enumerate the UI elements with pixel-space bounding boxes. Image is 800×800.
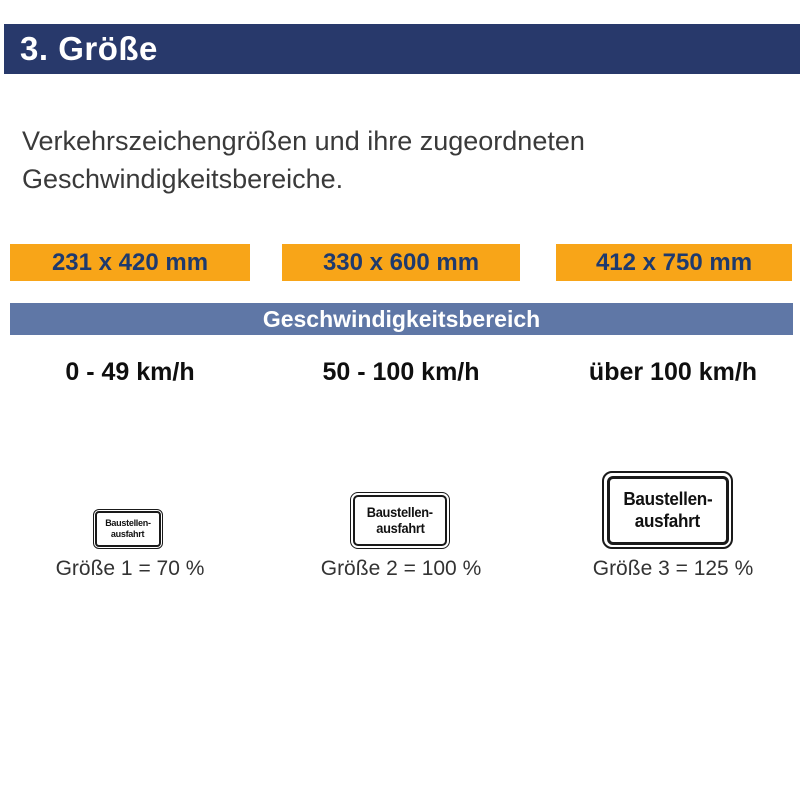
section-title-bar: 3. Größe [4,24,800,74]
section-title: 3. Größe [20,30,158,67]
traffic-sign-size-3-face: Baustellen- ausfahrt [606,475,729,545]
sign-3-line-1: Baustellen- [622,489,713,509]
traffic-sign-size-3: Baustellen- ausfahrt [602,471,733,549]
traffic-sign-size-2-face: Baustellen- ausfahrt [353,495,447,546]
speed-range-2: 50 - 100 km/h [322,357,480,386]
traffic-sign-size-1: Baustellen- ausfahrt [93,509,163,549]
traffic-sign-size-1-face: Baustellen- ausfahrt [95,511,161,547]
sign-3-caption: Größe 3 = 125 % [592,557,754,580]
size-bar-2: 330 x 600 mm [282,244,520,281]
speed-band: Geschwindigkeitsbereich [10,303,793,335]
size-bar-3-label: 412 x 750 mm [595,248,753,276]
intro-text: Verkehrszeichengrößen und ihre zugeordne… [22,126,585,194]
speed-band-title: Geschwindigkeitsbereich [262,305,541,332]
speed-range-3: über 100 km/h [588,357,758,386]
speed-range-1: 0 - 49 km/h [65,357,195,386]
traffic-sign-size-2: Baustellen- ausfahrt [350,492,450,549]
size-bar-1: 231 x 420 mm [10,244,250,281]
sign-1-line-1: Baustellen- [105,518,151,529]
sign-1-line-2: ausfahrt [111,529,145,540]
sign-2-line-2: ausfahrt [375,520,425,536]
size-bar-1-label: 231 x 420 mm [51,248,209,276]
size-bar-3: 412 x 750 mm [556,244,792,281]
sign-3-line-2: ausfahrt [634,511,701,531]
sign-2-line-1: Baustellen- [367,504,433,520]
size-bar-2-label: 330 x 600 mm [322,248,480,276]
sign-1-caption: Größe 1 = 70 % [55,557,205,580]
sign-2-caption: Größe 2 = 100 % [320,557,482,580]
